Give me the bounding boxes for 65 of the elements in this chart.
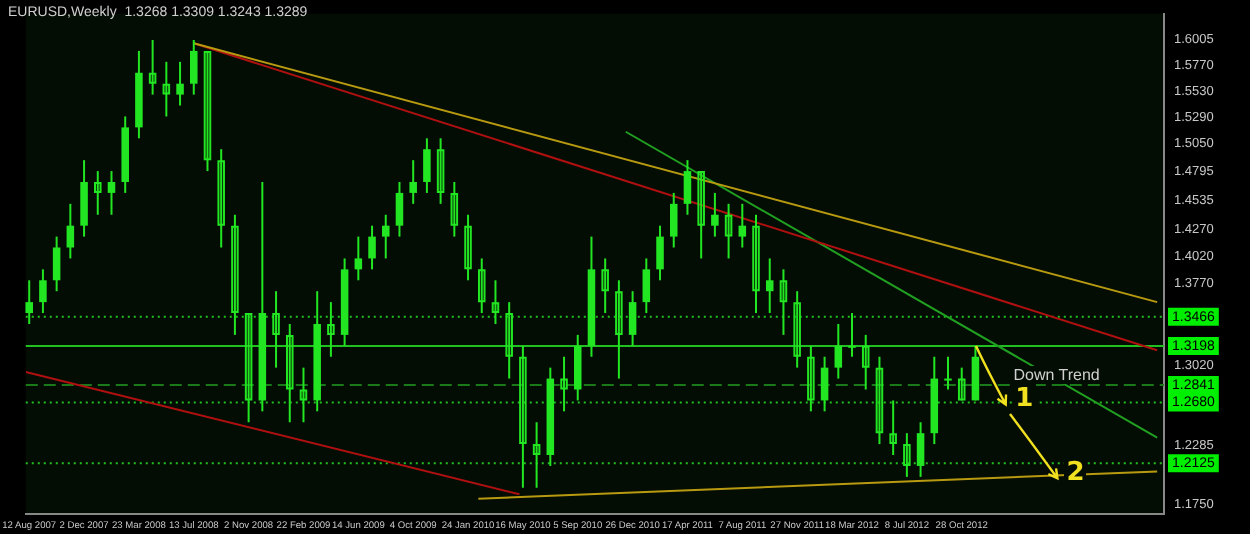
- candlestick: [107, 170, 116, 216]
- candlestick: [903, 432, 911, 478]
- candlestick: [505, 301, 513, 380]
- candlestick: [916, 421, 925, 478]
- candlestick: [957, 366, 966, 402]
- candlestick: [39, 268, 47, 315]
- candlestick: [628, 290, 637, 347]
- candlestick: [793, 290, 801, 369]
- candlestick: [190, 39, 198, 96]
- candlestick: [66, 202, 75, 260]
- candlestick: [80, 159, 88, 238]
- candlestick: [807, 344, 815, 413]
- candlestick: [848, 312, 856, 358]
- candlestick: [395, 180, 404, 238]
- candlestick: [642, 257, 651, 315]
- candlestick: [532, 421, 541, 489]
- candlestick: [203, 49, 212, 173]
- candlestick: [450, 180, 459, 238]
- candlestick: [162, 60, 171, 118]
- annotation: 2: [1064, 457, 1087, 488]
- candlestick: [601, 257, 609, 315]
- candlestick: [354, 235, 363, 282]
- candlestick: [327, 301, 335, 358]
- candlestick: [765, 257, 774, 315]
- candlestick: [683, 159, 692, 216]
- candlestick: [381, 213, 390, 260]
- annotation: 1: [1013, 383, 1036, 414]
- candlestick: [299, 366, 308, 424]
- candlestick: [217, 148, 225, 249]
- candlestick: [889, 399, 897, 457]
- candlestick: [477, 257, 486, 315]
- candlestick: [971, 344, 980, 402]
- candlestick: [724, 202, 733, 260]
- annotation: Down Trend: [1011, 365, 1102, 384]
- candlestick: [491, 279, 500, 325]
- candlestick: [820, 355, 829, 413]
- candlestick: [573, 333, 582, 402]
- candlestick: [423, 137, 431, 194]
- candlestick: [615, 279, 623, 380]
- candlestick: [244, 312, 253, 424]
- candlestick: [272, 290, 280, 369]
- candlestick: [656, 224, 664, 282]
- candlestick: [560, 355, 568, 413]
- candlestick: [875, 355, 884, 446]
- candlestick: [231, 213, 239, 336]
- candlestick: [176, 60, 184, 107]
- candlestick: [944, 355, 952, 391]
- candlestick: [368, 224, 376, 271]
- candlestick: [464, 213, 472, 282]
- candlestick: [94, 170, 102, 216]
- candlestick: [25, 279, 33, 325]
- candlestick: [436, 137, 445, 205]
- candlestick: [697, 170, 705, 260]
- candlestick: [409, 159, 417, 205]
- candlestick: [752, 213, 760, 315]
- candlestick: [738, 202, 747, 249]
- candlestick: [861, 333, 870, 391]
- candlestick: [148, 39, 157, 96]
- candlestick: [285, 322, 294, 424]
- candlestick: [779, 268, 788, 336]
- candlestick: [519, 344, 527, 489]
- candlestick: [711, 191, 719, 238]
- candlestick: [669, 191, 678, 249]
- candlestick: [834, 322, 843, 380]
- candlestick: [52, 235, 61, 293]
